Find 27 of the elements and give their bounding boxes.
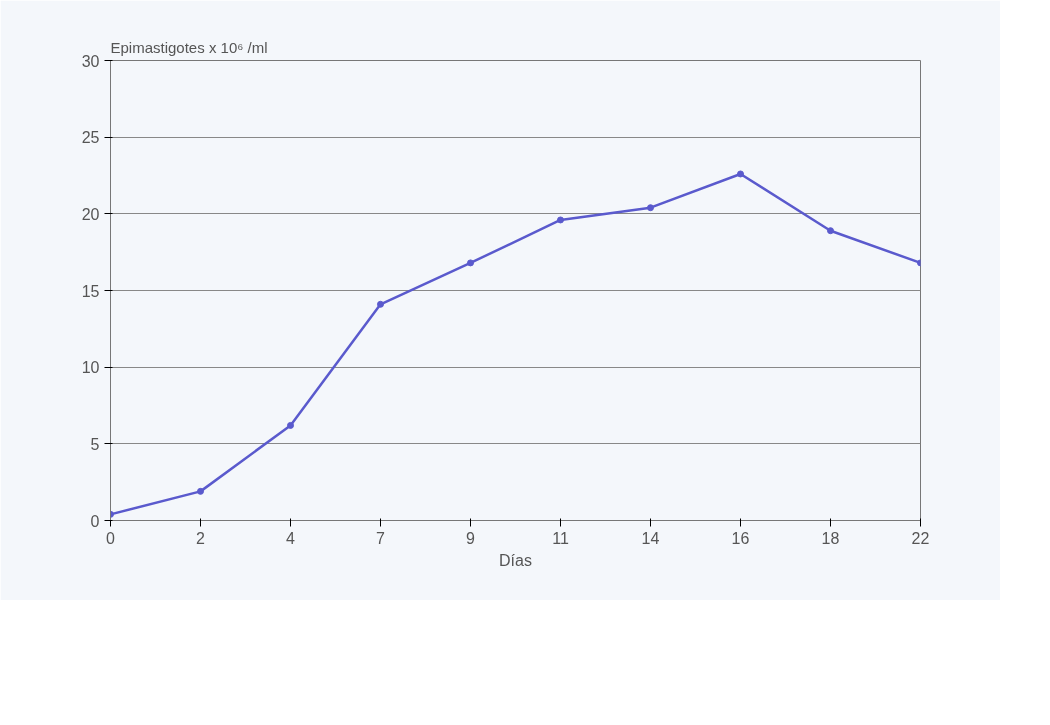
x-tick-label: 18 <box>821 529 840 547</box>
y-tick-label: 15 <box>81 282 100 300</box>
point <box>737 170 744 178</box>
point <box>467 259 474 267</box>
y-tick-label: 30 <box>81 52 100 70</box>
point <box>377 300 384 308</box>
x-tick-label: 11 <box>552 529 569 547</box>
y-tick-label: 10 <box>81 359 100 377</box>
x-axis-title: Días <box>499 551 532 569</box>
x-tick-label: 0 <box>106 529 116 547</box>
x-tick-label: 4 <box>286 529 296 547</box>
y-tick-label: 25 <box>81 129 100 147</box>
x-tick-label: 16 <box>731 529 750 547</box>
point <box>827 227 834 235</box>
x-tick-label: 2 <box>196 529 206 547</box>
x-tick-label: 14 <box>641 529 660 547</box>
y-tick-label: 5 <box>90 435 100 453</box>
point <box>287 421 294 429</box>
point <box>647 204 654 212</box>
x-tick-label: 22 <box>911 529 930 547</box>
y-tick-label: 20 <box>81 205 100 223</box>
y-tick-label: 0 <box>90 512 100 530</box>
x-tick-label: 7 <box>376 529 386 547</box>
point <box>197 487 204 495</box>
x-tick-label: 9 <box>466 529 476 547</box>
y-axis-title: Epimastigotes x 10⁶ /ml <box>110 38 268 56</box>
point <box>557 216 564 224</box>
